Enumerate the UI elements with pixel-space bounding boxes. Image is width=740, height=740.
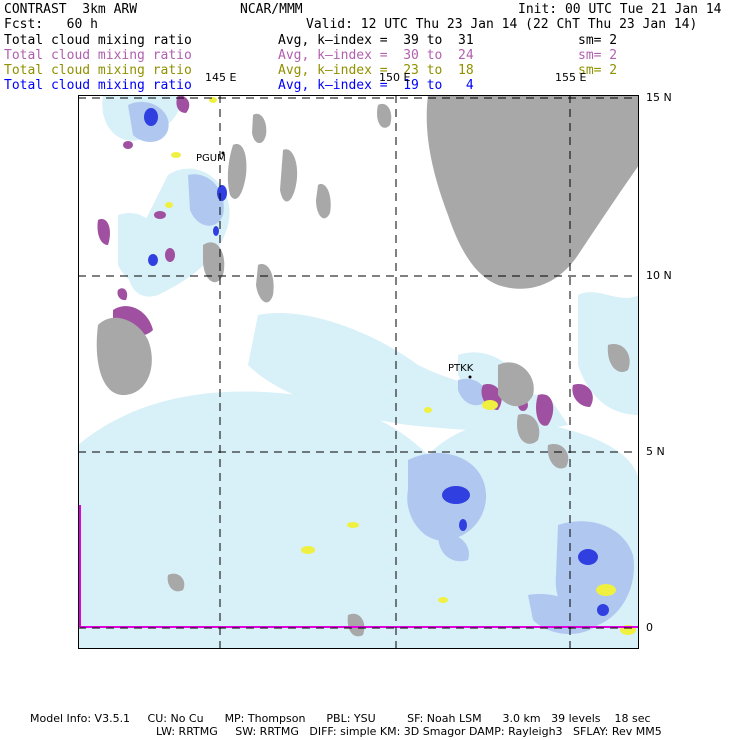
init-time: Init: 00 UTC Tue 21 Jan 14	[518, 2, 722, 17]
lon-label-145: 145 E	[205, 71, 237, 84]
cloud-dark-layer	[144, 108, 609, 616]
field-name-2: Total cloud mixing ratio	[4, 48, 192, 63]
field-avg-3: Avg, k–index = 23 to 18	[278, 63, 474, 78]
field-avg-4: Avg, k–index = 19 to 4	[278, 78, 474, 93]
station-marker-ptkk	[468, 375, 472, 379]
model-title: CONTRAST 3km ARW	[4, 2, 138, 17]
field-name-4: Total cloud mixing ratio	[4, 78, 192, 93]
field-sm-2: sm= 2	[578, 48, 618, 63]
field-name-3: Total cloud mixing ratio	[4, 63, 192, 78]
lat-label-0: 0	[646, 621, 653, 634]
station-label-ptkk: PTKK	[448, 363, 474, 374]
map-border	[78, 95, 639, 649]
field-name-1: Total cloud mixing ratio	[4, 33, 192, 48]
magenta-layer	[97, 95, 593, 426]
lon-label-155: 155 E	[555, 71, 587, 84]
model-info-line1: Model Info: V3.5.1 CU: No Cu MP: Thompso…	[30, 712, 651, 725]
center-title: NCAR/MMM	[240, 2, 303, 17]
grid-lines	[78, 95, 639, 649]
field-sm-3: sm= 2	[578, 63, 618, 78]
model-info-line2: LW: RRTMG SW: RRTMG DIFF: simple KM: 3D …	[156, 725, 662, 738]
weather-map: PGUM PTKK	[78, 95, 639, 649]
lat-label-5n: 5 N	[646, 445, 665, 458]
yellow-layer	[165, 97, 636, 635]
field-avg-1: Avg, k–index = 39 to 31	[278, 33, 474, 48]
valid-time: Valid: 12 UTC Thu 23 Jan 14 (22 ChT Thu …	[306, 17, 698, 32]
cloud-mid-layer	[128, 101, 634, 635]
lat-label-15n: 15 N	[646, 91, 672, 104]
land-layer	[96, 95, 639, 637]
field-avg-2: Avg, k–index = 30 to 24	[278, 48, 474, 63]
field-sm-1: sm= 2	[578, 33, 618, 48]
station-marker-pgum	[221, 151, 225, 155]
station-label-pgum: PGUM	[196, 153, 226, 164]
lat-label-10n: 10 N	[646, 269, 672, 282]
forecast-hour: Fcst: 60 h	[4, 17, 98, 32]
lon-label-150: 150 E	[379, 71, 411, 84]
